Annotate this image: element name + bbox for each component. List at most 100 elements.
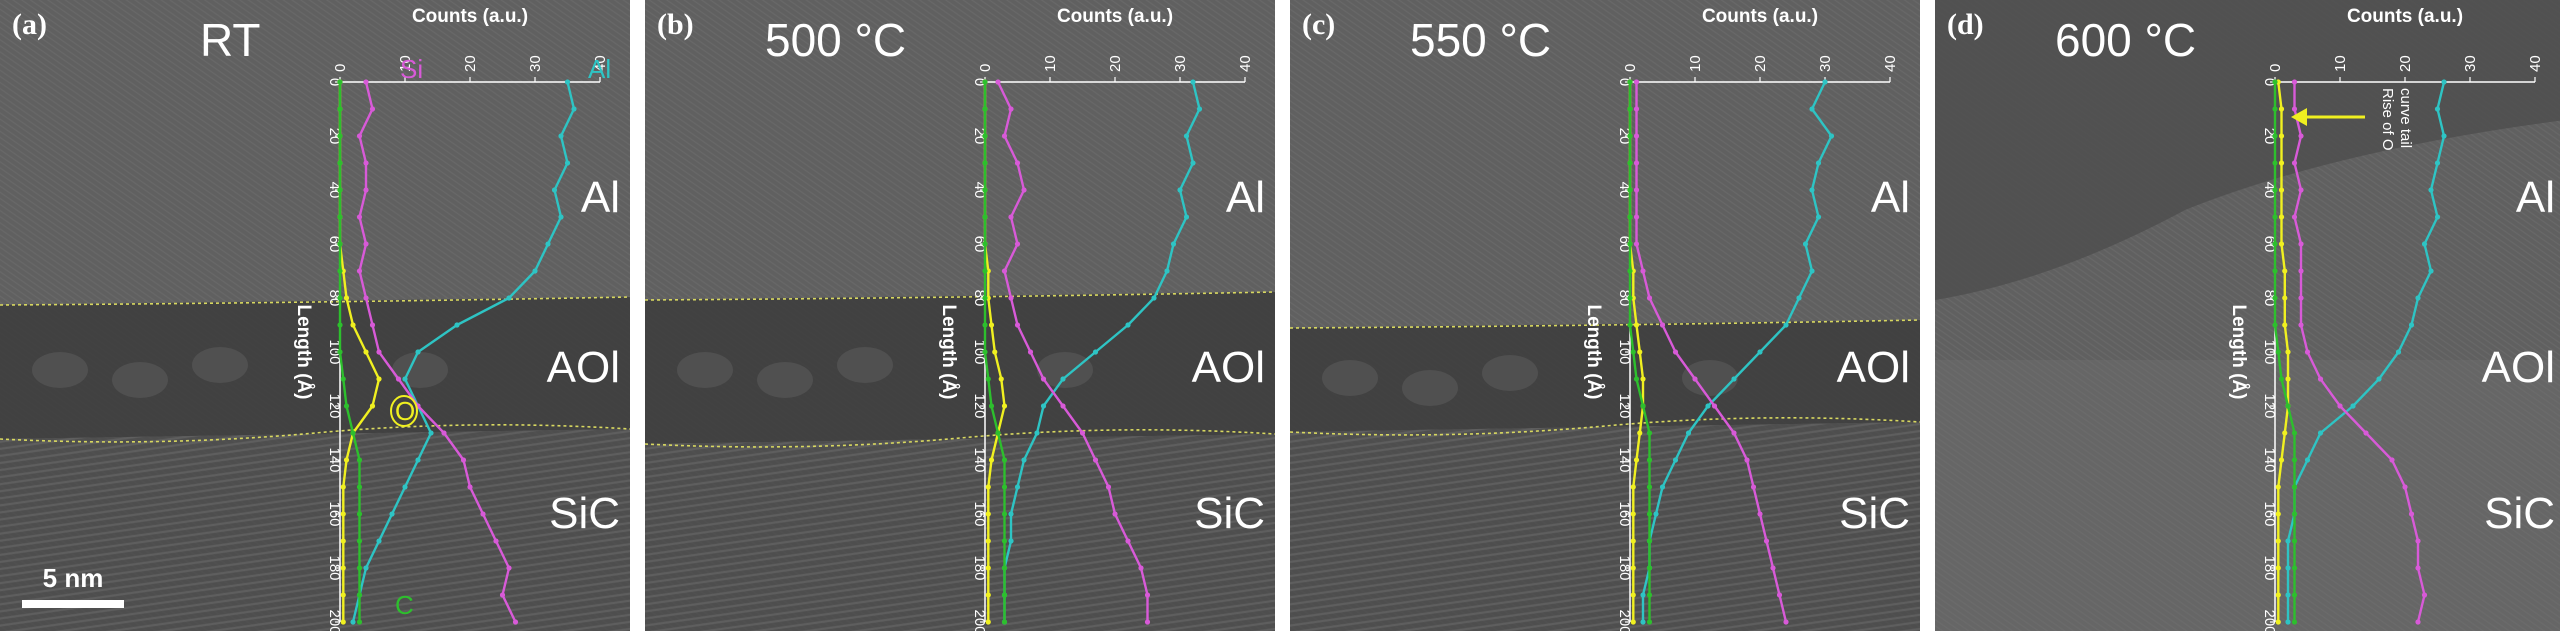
data-point <box>1646 295 1653 301</box>
data-point <box>1646 565 1653 571</box>
data-point <box>1633 241 1640 247</box>
data-point <box>2291 457 2298 463</box>
data-point <box>2415 538 2421 544</box>
data-point <box>2304 457 2311 463</box>
y-tick-label: 80 <box>971 290 988 307</box>
data-point <box>1731 376 1737 382</box>
data-point <box>985 484 991 490</box>
data-point <box>1653 511 1659 517</box>
y-tick-label: 140 <box>1616 447 1633 472</box>
series-al <box>1001 79 1203 625</box>
y-tick-label: 160 <box>2261 501 2278 526</box>
data-point <box>1770 565 1776 571</box>
data-point <box>1040 376 1047 382</box>
data-point <box>1001 133 1008 139</box>
data-point <box>2441 79 2447 85</box>
x-tick-label: 0 <box>332 64 349 72</box>
interface-line-bottom <box>1290 417 1920 436</box>
layer-label-aol: AOl <box>2482 343 2555 392</box>
data-point <box>1633 187 1640 193</box>
data-point <box>1809 187 1815 193</box>
layer-label-sic: SiC <box>1839 489 1910 538</box>
y-tick-label: 20 <box>971 128 988 145</box>
y-tick-label: 120 <box>1616 393 1633 418</box>
panel-c: (c) 550 °C Al AOl SiC 0 10 20 30 40 0 20 40 60 80 100 12… <box>1290 0 1920 631</box>
data-point <box>395 376 402 382</box>
data-point <box>1640 619 1646 625</box>
data-point <box>1008 214 1014 220</box>
y-tick-label: 0 <box>971 78 988 86</box>
data-point <box>1630 538 1636 544</box>
data-point <box>363 241 369 247</box>
annotation-line: curve tail <box>2397 88 2414 148</box>
layer-label-sic: SiC <box>2484 489 2555 538</box>
data-point <box>2298 241 2304 247</box>
data-point <box>1079 430 1086 436</box>
data-point <box>2428 268 2434 274</box>
y-tick-label: 80 <box>1616 290 1633 307</box>
data-point <box>363 187 369 193</box>
data-point <box>1646 538 1653 544</box>
panel-label: (c) <box>1302 8 1335 41</box>
series-label-o: O <box>395 396 415 426</box>
data-point <box>2298 295 2304 301</box>
data-point <box>1796 295 1802 301</box>
data-point <box>340 565 346 571</box>
data-point <box>1105 484 1112 490</box>
data-point <box>1637 349 1643 355</box>
data-point <box>1627 268 1633 274</box>
y-tick-label: 160 <box>326 501 343 526</box>
data-point <box>2291 538 2298 544</box>
data-point <box>1731 430 1737 436</box>
data-point <box>985 565 991 571</box>
data-point <box>389 511 395 517</box>
data-point <box>564 160 571 166</box>
data-point <box>402 376 408 382</box>
layer-label-al: Al <box>1226 173 1265 222</box>
data-point <box>376 538 382 544</box>
data-point <box>356 592 363 598</box>
data-point <box>1027 349 1034 355</box>
data-point <box>512 619 519 625</box>
series-al <box>1640 79 1835 625</box>
data-point <box>1144 619 1151 625</box>
series-label-c: C <box>395 590 414 620</box>
data-point <box>480 511 486 517</box>
data-point <box>2275 565 2281 571</box>
data-point <box>1177 187 1183 193</box>
series-al <box>350 79 577 625</box>
series-c <box>337 79 363 625</box>
data-point <box>2278 376 2285 382</box>
data-point <box>337 349 343 355</box>
data-point <box>1637 430 1643 436</box>
x-tick-label: 10 <box>397 55 414 72</box>
data-point <box>2415 295 2421 301</box>
data-point <box>428 430 434 436</box>
temperature-label: 600 °C <box>2055 14 2196 66</box>
data-point <box>350 619 356 625</box>
data-point <box>1014 160 1021 166</box>
data-point <box>1138 565 1144 571</box>
series-c <box>982 79 1008 625</box>
panel-label: (d) <box>1947 8 1984 41</box>
data-point <box>985 619 991 625</box>
data-point <box>982 349 988 355</box>
data-point <box>2415 619 2421 625</box>
series-label-al: Al <box>588 54 611 84</box>
panel-label: (a) <box>12 8 47 41</box>
data-point <box>2275 511 2281 517</box>
y-tick-label: 160 <box>971 501 988 526</box>
data-point <box>2298 268 2304 274</box>
y-tick-label: 140 <box>2261 447 2278 472</box>
data-point <box>337 295 343 301</box>
data-point <box>988 322 995 328</box>
data-point <box>1640 592 1646 598</box>
data-point <box>1744 457 1750 463</box>
data-point <box>340 592 346 598</box>
temperature-label: 500 °C <box>765 14 906 66</box>
data-point <box>2291 106 2298 112</box>
data-point <box>1001 484 1008 490</box>
data-point <box>2395 349 2402 355</box>
data-point <box>2272 268 2278 274</box>
x-tick-label: 0 <box>977 64 994 72</box>
